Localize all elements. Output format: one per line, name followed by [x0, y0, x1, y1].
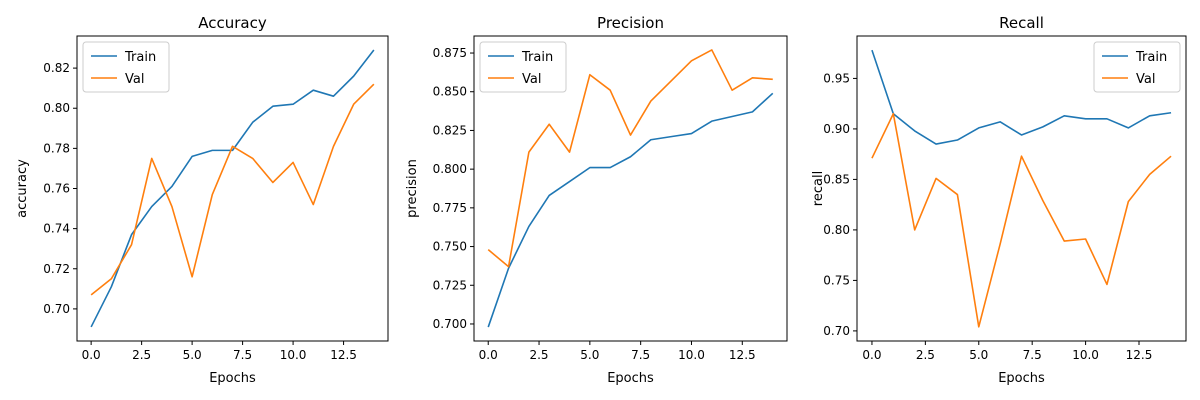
- y-tick-label: 0.700: [433, 317, 467, 331]
- legend-box: [479, 41, 567, 93]
- series-line-train: [90, 49, 375, 328]
- x-tick-label: 2.5: [132, 348, 151, 362]
- chart-title: Precision: [597, 14, 664, 32]
- x-tick-label: 7.5: [233, 348, 252, 362]
- legend-entry-train: Train: [124, 50, 156, 65]
- legend-box: [82, 41, 170, 93]
- chart-title: Accuracy: [198, 14, 267, 32]
- y-tick-label: 0.75: [823, 273, 850, 287]
- x-tick-label: 0.0: [82, 348, 101, 362]
- plot-frame: [856, 35, 1187, 342]
- legend-entry-train: Train: [1135, 50, 1167, 65]
- legend: Train Val: [479, 41, 567, 93]
- x-tick-label: 12.5: [1126, 348, 1153, 362]
- legend-box: [1093, 41, 1181, 93]
- y-tick-label: 0.72: [43, 262, 70, 276]
- series-line-val: [90, 83, 375, 296]
- x-tick-label: 2.5: [529, 348, 548, 362]
- y-tick-label: 0.775: [433, 201, 467, 215]
- x-tick-label: 2.5: [916, 348, 935, 362]
- y-axis-label: accuracy: [15, 159, 30, 218]
- x-tick-label: 10.0: [678, 348, 705, 362]
- y-tick-label: 0.800: [433, 162, 467, 176]
- y-tick-label: 0.70: [43, 302, 70, 316]
- x-axis-label: Epochs: [998, 371, 1045, 386]
- x-tick-label: 10.0: [280, 348, 307, 362]
- series-line-train: [871, 49, 1172, 145]
- series-line-val: [871, 112, 1172, 328]
- legend-entry-train: Train: [521, 50, 553, 65]
- y-tick-label: 0.74: [43, 222, 70, 236]
- x-axis-label: Epochs: [607, 371, 654, 386]
- series-line-train: [487, 92, 774, 328]
- x-tick-label: 10.0: [1072, 348, 1099, 362]
- y-tick-label: 0.80: [823, 223, 850, 237]
- y-tick-label: 0.78: [43, 141, 70, 155]
- y-tick-label: 0.76: [43, 182, 70, 196]
- legend-entry-val: Val: [1136, 72, 1155, 87]
- y-tick-label: 0.725: [433, 278, 467, 292]
- y-tick-label: 0.875: [433, 46, 467, 60]
- x-tick-label: 5.0: [580, 348, 599, 362]
- x-tick-label: 12.5: [330, 348, 357, 362]
- y-tick-label: 0.750: [433, 240, 467, 254]
- series-line-val: [487, 49, 773, 268]
- legend-entry-val: Val: [522, 72, 541, 87]
- y-tick-label: 0.850: [433, 85, 467, 99]
- y-tick-label: 0.90: [823, 122, 850, 136]
- legend: Train Val: [82, 41, 170, 93]
- x-tick-label: 7.5: [631, 348, 650, 362]
- legend: Train Val: [1093, 41, 1181, 93]
- x-tick-label: 5.0: [969, 348, 988, 362]
- y-tick-label: 0.70: [823, 324, 850, 338]
- y-tick-label: 0.80: [43, 101, 70, 115]
- x-tick-label: 12.5: [729, 348, 756, 362]
- x-axis-label: Epochs: [209, 371, 256, 386]
- x-tick-label: 0.0: [479, 348, 498, 362]
- chart-panel-0: 0.0 2.5 5.0 7.5 10.0 12.5 0.70 0.72 0.74 0.76 0.78…: [15, 14, 389, 386]
- x-tick-label: 5.0: [183, 348, 202, 362]
- chart-title: Recall: [999, 14, 1044, 32]
- y-axis-label: recall: [811, 171, 826, 206]
- chart-panel-1: 0.0 2.5 5.0 7.5 10.0 12.5 0.700 0.725 0.750 0.775…: [405, 14, 788, 386]
- x-tick-label: 7.5: [1023, 348, 1042, 362]
- legend-entry-val: Val: [125, 72, 144, 87]
- y-tick-label: 0.82: [43, 61, 70, 75]
- y-tick-label: 0.95: [823, 71, 850, 85]
- plot-frame: [473, 35, 788, 342]
- x-tick-label: 0.0: [862, 348, 881, 362]
- y-tick-label: 0.825: [433, 123, 467, 137]
- y-tick-label: 0.85: [823, 172, 850, 186]
- y-axis-label: precision: [405, 159, 420, 218]
- chart-panel-2: 0.0 2.5 5.0 7.5 10.0 12.5 0.70 0.75 0.80 0.85 0.90…: [811, 14, 1187, 386]
